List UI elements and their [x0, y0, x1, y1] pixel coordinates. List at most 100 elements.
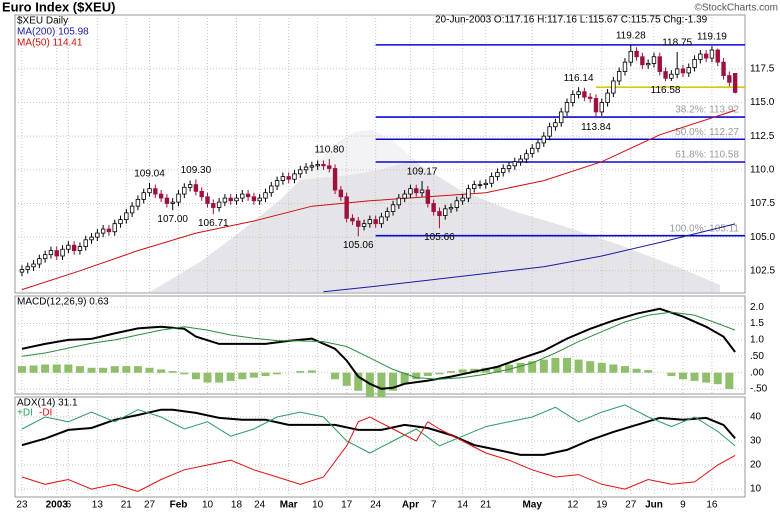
candle-body — [135, 199, 141, 207]
histogram-bar — [203, 372, 212, 383]
candle-body — [193, 184, 199, 192]
price-annotation: 105.66 — [424, 232, 455, 243]
histogram-bar — [505, 364, 514, 373]
candle-body — [170, 201, 175, 204]
x-tick-label: 13 — [92, 500, 104, 511]
histogram-bar — [644, 370, 653, 373]
price-annotation: 116.14 — [564, 73, 594, 84]
histogram-bar — [609, 364, 618, 373]
histogram-bar — [574, 359, 583, 373]
candle-body — [408, 188, 413, 195]
candle-body — [489, 176, 494, 184]
candle-body — [303, 166, 309, 171]
candle-body — [414, 188, 419, 194]
histogram-bar — [620, 366, 629, 373]
panel — [14, 396, 746, 498]
histogram-bar — [539, 359, 548, 373]
x-tick-label: 24 — [370, 500, 382, 511]
legend-entry: -DI — [39, 408, 52, 419]
chart-title: Euro Index ($XEU) — [2, 0, 115, 14]
histogram-bar — [562, 357, 571, 373]
series-line — [21, 109, 736, 291]
histogram-bar — [597, 362, 606, 373]
x-tick-label: 17 — [341, 500, 353, 511]
candle-body — [732, 73, 738, 93]
candle-body — [454, 200, 460, 208]
histogram-bar — [168, 371, 177, 373]
x-tick-label: 19 — [596, 500, 608, 511]
histogram-bar — [17, 366, 26, 373]
candle-body — [37, 258, 42, 265]
candle-body — [622, 61, 628, 72]
x-tick-label: 21 — [121, 500, 133, 511]
candle-body — [483, 182, 489, 186]
plot: 102.5 105.0 107.5 110.0 112.5 115.0 117.5 2.0 1.… — [15, 15, 775, 511]
histogram-bar — [400, 372, 409, 385]
candle-body — [77, 246, 83, 251]
y-tick-label: 107.5 — [750, 198, 775, 209]
candle-body — [495, 172, 500, 177]
candle-body — [686, 67, 691, 74]
histogram-bar — [110, 366, 119, 373]
candle-body — [472, 184, 477, 190]
candle-body — [251, 196, 257, 202]
price-annotation: 106.71 — [198, 218, 229, 229]
candle-body — [315, 164, 320, 167]
histogram-bar — [458, 369, 467, 373]
candle-body — [501, 168, 506, 173]
y-tick-label: 102.5 — [750, 265, 775, 276]
histogram-bar — [493, 366, 502, 373]
candle-body — [582, 91, 587, 98]
x-tick-label: 7 — [431, 500, 437, 511]
y-tick-label: .00 — [750, 367, 764, 378]
histogram-bar — [64, 364, 73, 373]
price-annotation: 116.58 — [651, 85, 681, 96]
histogram-bar — [435, 372, 444, 375]
candle-body — [274, 180, 280, 187]
candle-body — [228, 197, 233, 202]
x-tick-label: May — [522, 500, 542, 511]
candle-body — [547, 126, 552, 137]
level-label: 50.0%: 112.27 — [675, 127, 739, 138]
histogram-bar — [725, 372, 734, 390]
candle-body — [269, 185, 274, 194]
histogram-bar — [29, 365, 38, 373]
price-annotation: 105.06 — [343, 240, 374, 251]
candle-body — [54, 250, 59, 257]
level-label: 100.0%: 105.11 — [670, 223, 740, 234]
candle-body — [605, 92, 610, 103]
adx-title: ADX(14) 31.1 — [17, 398, 78, 409]
candle-body — [292, 173, 297, 180]
x-tick-label: 24 — [254, 500, 266, 511]
candle-body — [89, 236, 94, 241]
candle-body — [651, 56, 657, 64]
price-annotation: 109.17 — [407, 167, 438, 178]
y-tick-label: 10 — [750, 484, 762, 495]
y-tick-label: 1.5 — [750, 318, 764, 329]
candle-body — [350, 217, 355, 222]
histogram-bar — [215, 372, 224, 383]
y-tick-label: 115.0 — [750, 97, 775, 108]
candle-body — [425, 189, 431, 204]
candle-body — [669, 73, 674, 79]
price-header: 20-Jun-2003 O:117.16 H:117.16 L:115.67 C… — [435, 15, 708, 26]
candle-body — [553, 122, 558, 128]
candle-body — [680, 68, 686, 74]
candle-body — [263, 192, 268, 199]
candle-body — [437, 211, 442, 216]
histogram-bar — [713, 372, 722, 385]
candle-body — [164, 197, 170, 204]
histogram-bar — [41, 364, 50, 373]
series-line — [21, 416, 736, 493]
x-tick-label: Feb — [170, 500, 188, 511]
candle-body — [715, 49, 720, 63]
histogram-bar — [354, 372, 363, 391]
candle-body — [530, 147, 535, 155]
candle-body — [100, 228, 106, 234]
price-annotation: 118.75 — [662, 38, 692, 49]
series-line — [323, 223, 736, 293]
candle-body — [158, 193, 164, 199]
candle-body — [356, 220, 361, 227]
candle-body — [396, 197, 402, 206]
price-annotation: 113.84 — [581, 122, 611, 133]
